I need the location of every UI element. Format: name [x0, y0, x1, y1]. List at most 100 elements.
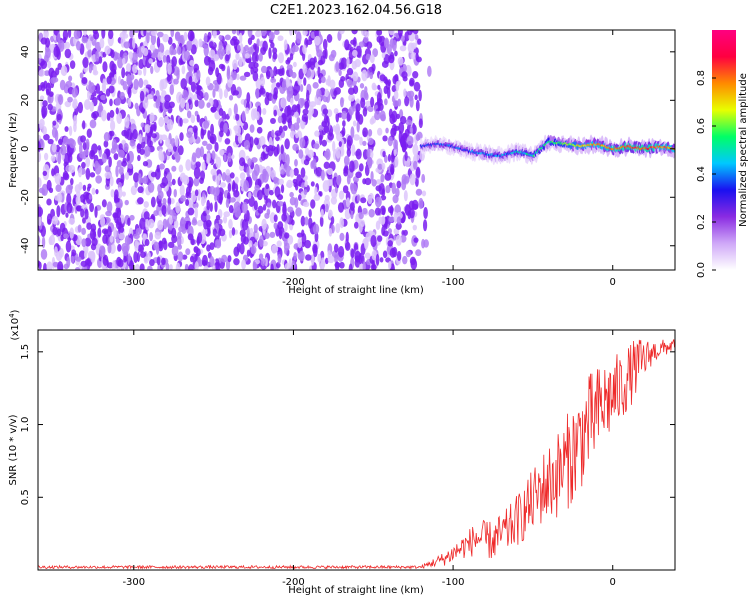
spectrogram-cell [116, 256, 122, 267]
spectrogram-y-tick-label: 20 [20, 94, 31, 107]
spectrogram-cell [384, 155, 388, 163]
spectrogram-cell [102, 78, 106, 90]
spectrogram-cell [346, 139, 352, 151]
spectrogram-cell [333, 243, 339, 253]
spectrogram-cell [367, 128, 373, 137]
figure-title: C2E1.2023.162.04.56.G18 [270, 3, 442, 18]
spectrogram-cell [64, 126, 69, 132]
spectrogram-cell [413, 160, 418, 170]
spectrogram-cell [318, 125, 323, 131]
spectrogram-cell [40, 60, 48, 70]
spectrogram-cell [286, 179, 293, 189]
spectrogram-cell [339, 217, 345, 229]
spectrogram-cell [270, 77, 277, 84]
spectrogram-cell [310, 61, 315, 70]
spectrogram-cell [248, 46, 254, 54]
spectrogram-cell [84, 148, 89, 156]
spectrogram-cell [190, 44, 197, 55]
spectrogram-cell [376, 35, 383, 43]
spectrogram-cell [218, 34, 223, 41]
spectrogram-cell [383, 76, 388, 84]
spectrogram-cell [68, 217, 76, 225]
spectrogram-cell [377, 127, 383, 136]
spectrogram-cell [390, 163, 395, 176]
spectrogram-cell [69, 60, 76, 70]
spectrogram-cell [50, 77, 56, 85]
snr-multiplier-base: (x10 [10, 318, 21, 341]
spectrogram-cell [160, 182, 166, 189]
spectrogram-cell [85, 138, 90, 149]
spectrogram-cell [252, 71, 259, 82]
spectrogram-cell [321, 139, 327, 147]
spectrogram-cell [350, 126, 355, 139]
colorbar-tick-label: 0.2 [696, 214, 707, 230]
snr-x-tick-label: 0 [610, 577, 616, 588]
spectrogram-cell [289, 53, 294, 61]
spectrogram-cell [103, 229, 109, 236]
spectrogram-cell [106, 75, 112, 85]
spectrogram-cell [286, 86, 294, 98]
spectrogram-cell [322, 180, 330, 192]
spectrogram-cell [95, 50, 100, 62]
spectrogram-cell [147, 251, 151, 261]
spectrogram-cell [163, 170, 168, 178]
snr-y-tick-label: 1.5 [20, 344, 31, 360]
spectrogram-cell [82, 141, 87, 151]
spectrogram-cell [110, 120, 116, 131]
spectrogram-cell [255, 231, 259, 239]
snr-x-tick-label: -300 [122, 577, 145, 588]
spectrogram-cell [258, 253, 264, 260]
spectrogram-cell [312, 245, 318, 258]
spectrogram-cell [225, 44, 231, 55]
spectrogram-cell [207, 56, 212, 63]
spectrogram-cell [143, 201, 149, 208]
spectrogram-cell [178, 164, 184, 173]
spectrogram-cell [185, 198, 190, 207]
spectrogram-cell [380, 173, 385, 183]
spectrogram-cell [145, 159, 153, 168]
spectrogram-cell [54, 129, 59, 142]
spectrogram-cell [127, 86, 132, 99]
spectrogram-cell [86, 222, 92, 230]
spectrogram-cell [397, 56, 404, 66]
spectrogram-cell [340, 149, 344, 156]
spectrogram-cell [277, 115, 283, 124]
spectrogram-cell [318, 128, 324, 141]
spectrogram-cell [180, 97, 186, 109]
spectrogram-cell [143, 145, 151, 157]
spectrogram-cell [338, 69, 342, 77]
spectrogram-cell [154, 168, 161, 180]
spectrogram-cell [143, 211, 150, 220]
spectrogram-cell [415, 188, 423, 196]
spectrogram-cell [43, 152, 49, 161]
spectrogram-cell [127, 98, 132, 108]
spectrogram-cell [157, 219, 164, 231]
spectrogram-cell [335, 222, 341, 234]
spectrogram-cell [150, 33, 157, 46]
spectrogram-cell [276, 82, 281, 88]
spectrogram-cell [87, 49, 92, 58]
spectrogram-cell [262, 107, 267, 115]
spectrogram-cell [402, 255, 408, 265]
spectrogram-cell [289, 191, 294, 198]
spectrogram-y-tick-label: 40 [20, 45, 31, 58]
spectrogram-cell [166, 54, 171, 65]
spectrogram-cell [177, 145, 184, 156]
spectrogram-cell [138, 77, 144, 89]
spectrogram-cell [214, 201, 218, 213]
spectrogram-cell [322, 108, 329, 115]
spectrogram-cell [395, 222, 402, 230]
spectrogram-cell [54, 195, 60, 201]
spectrogram-cell [58, 39, 65, 52]
spectrogram-cell [205, 219, 212, 228]
spectrogram-cell [393, 90, 399, 100]
spectrogram-cell [348, 106, 354, 116]
spectrogram-cell [346, 197, 351, 208]
spectrogram-cell [272, 93, 278, 100]
spectrogram-cell [190, 190, 197, 203]
spectrogram-cell [55, 184, 62, 192]
spectrogram-cell [355, 148, 362, 160]
spectrogram-cell [94, 206, 98, 219]
spectrogram-cell [197, 99, 205, 109]
spectrogram-cell [98, 56, 103, 64]
